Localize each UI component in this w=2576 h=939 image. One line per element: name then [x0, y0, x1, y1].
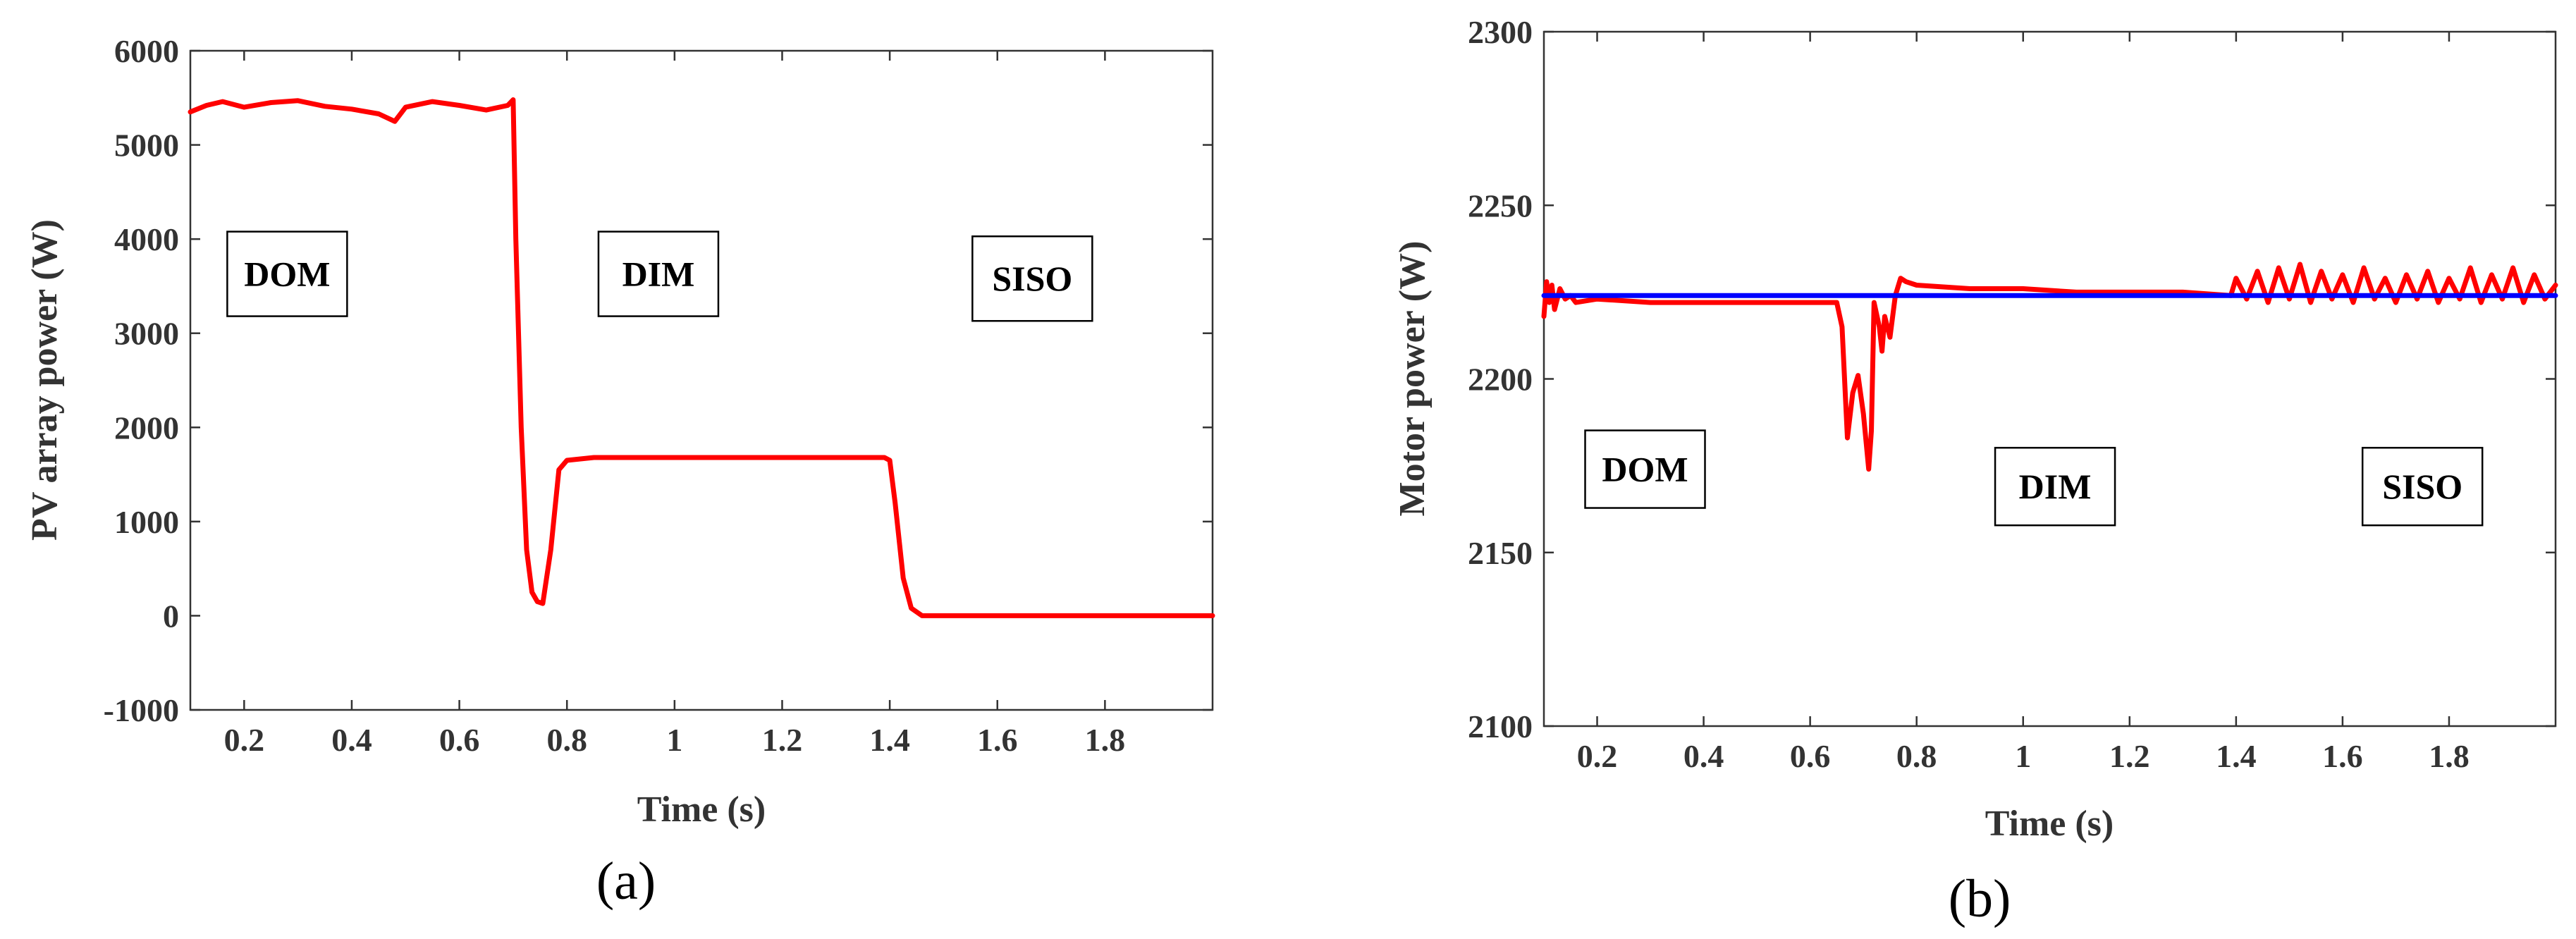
panel-b-y-axis-label: Motor power (W) [1392, 241, 1433, 517]
panel-a-x-tick-label: 1.4 [869, 722, 910, 758]
panel-a-y-tick-label: 4000 [114, 221, 179, 257]
panel-b-x-tick-label: 1.4 [2216, 738, 2257, 774]
panel-a-caption: (a) [596, 852, 656, 911]
panel-b-y-tick-label: 2150 [1468, 535, 1533, 571]
panel-a-annotations: DOM DIM SISO [226, 231, 1093, 322]
panel-a-plot-frame [189, 49, 1214, 711]
panel-b-annotation-box [2361, 446, 2484, 527]
panel-b-x-tick-label: 1.2 [2109, 738, 2150, 774]
panel-b-annotation-box [1584, 429, 1706, 509]
panel-b-x-tick-label: 1.6 [2322, 738, 2363, 774]
panel-a-series-primary-line [188, 97, 1215, 618]
panel-a-y-axis-label: PV array power (W) [25, 219, 65, 541]
panel-b-annotation-label: DOM [1602, 450, 1688, 489]
panel-a-y-tick-label: 3000 [114, 316, 179, 352]
panel-a-x-tick-label: 1.6 [977, 722, 1018, 758]
panel-a-y-tick-label: 2000 [114, 410, 179, 446]
panel-b-annotations: DOM DIM SISO [1584, 429, 2484, 527]
panel-a-axes: 0.2 0.4 0.6 0.8 1 1.2 1.4 1.6 1.8 -1000 0 1000 2000 3… [104, 33, 1213, 758]
panel-b-x-tick-label: 1 [2015, 738, 2031, 774]
panel-b-y-tick-label: 2200 [1468, 362, 1533, 398]
panel-b-x-tick-label: 0.2 [1577, 738, 1618, 774]
panel-a: 0.2 0.4 0.6 0.8 1 1.2 1.4 1.6 1.8 -1000 0 1000 2000 3… [25, 33, 1215, 911]
panel-a-annotation-label: DOM [244, 254, 330, 294]
panel-a-x-tick-label: 1 [666, 722, 682, 758]
panel-a-x-axis-label: Time (s) [637, 790, 766, 830]
panel-a-x-tick-label: 0.6 [439, 722, 480, 758]
panel-a-y-tick-label: 5000 [114, 128, 179, 164]
panel-b-series [1541, 262, 2558, 472]
panel-a-series [188, 97, 1215, 618]
panel-a-y-tick-label: 0 [163, 598, 179, 634]
panel-b-axes: 0.2 0.4 0.6 0.8 1 1.2 1.4 1.6 1.8 2100 2150 2200 225… [1468, 14, 2556, 774]
panel-a-y-tick-label: 1000 [114, 504, 179, 540]
panel-a-y-tick-label: 6000 [114, 33, 179, 69]
panel-a-x-tick-label: 0.8 [546, 722, 587, 758]
panel-b-annotation-box [1994, 446, 2116, 527]
panel-b: 0.2 0.4 0.6 0.8 1 1.2 1.4 1.6 1.8 2100 2150 2200 225… [1392, 14, 2558, 928]
panel-a-annotation-box [971, 235, 1093, 322]
panel-a-annotation-label: DIM [622, 254, 695, 294]
panel-b-y-tick-label: 2300 [1468, 14, 1533, 50]
panel-b-y-tick-label: 2100 [1468, 708, 1533, 744]
panel-b-plot-frame [1542, 30, 2557, 728]
panel-a-y-tick-label: -1000 [104, 692, 179, 728]
panel-a-x-tick-label: 1.2 [762, 722, 803, 758]
panel-b-x-tick-label: 0.4 [1683, 738, 1724, 774]
panel-b-y-tick-label: 2250 [1468, 188, 1533, 223]
panel-b-x-tick-label: 0.6 [1790, 738, 1831, 774]
panel-a-x-tick-label: 1.8 [1085, 722, 1126, 758]
panel-a-x-tick-label: 0.4 [331, 722, 372, 758]
panel-b-caption: (b) [1949, 869, 2011, 928]
panel-b-annotation-label: DIM [2019, 467, 2092, 506]
panel-a-annotation-label: SISO [992, 259, 1072, 298]
panel-b-x-axis-label: Time (s) [1985, 804, 2114, 844]
panel-b-x-tick-label: 0.8 [1896, 738, 1937, 774]
panel-a-annotation-box [597, 231, 720, 317]
panel-b-annotation-label: SISO [2382, 467, 2462, 506]
panel-a-annotation-box [226, 231, 348, 317]
panel-a-x-tick-label: 0.2 [224, 722, 265, 758]
panel-b-x-tick-label: 1.8 [2429, 738, 2470, 774]
